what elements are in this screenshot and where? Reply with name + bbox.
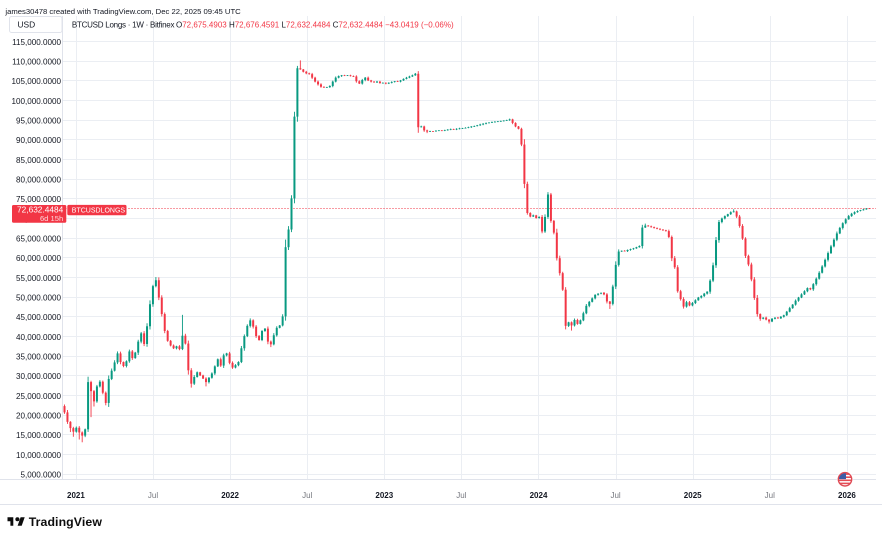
svg-text:40,000.0000: 40,000.0000 bbox=[16, 333, 62, 342]
svg-text:Jul: Jul bbox=[148, 491, 158, 500]
svg-text:72,632.4484: 72,632.4484 bbox=[17, 204, 64, 214]
svg-text:6d 15h: 6d 15h bbox=[40, 214, 63, 223]
svg-text:Jul: Jul bbox=[765, 491, 775, 500]
svg-text:10,000.0000: 10,000.0000 bbox=[16, 451, 62, 460]
svg-text:james30478 created with Tradin: james30478 created with TradingView.com,… bbox=[4, 7, 241, 16]
svg-text:30,000.0000: 30,000.0000 bbox=[16, 372, 62, 381]
svg-text:110,000.0000: 110,000.0000 bbox=[12, 58, 61, 67]
svg-text:5,000.0000: 5,000.0000 bbox=[20, 470, 61, 479]
svg-text:2025: 2025 bbox=[684, 491, 702, 500]
svg-text:100,000.0000: 100,000.0000 bbox=[11, 97, 61, 106]
svg-text:35,000.0000: 35,000.0000 bbox=[16, 352, 62, 361]
svg-text:TradingView: TradingView bbox=[29, 515, 103, 529]
svg-text:2026: 2026 bbox=[838, 491, 856, 500]
svg-text:Jul: Jul bbox=[302, 491, 312, 500]
svg-text:2022: 2022 bbox=[221, 491, 239, 500]
svg-text:60,000.0000: 60,000.0000 bbox=[16, 254, 62, 263]
svg-text:115,000.0000: 115,000.0000 bbox=[12, 38, 61, 47]
svg-text:85,000.0000: 85,000.0000 bbox=[16, 156, 62, 165]
svg-text:105,000.0000: 105,000.0000 bbox=[11, 77, 61, 86]
svg-text:90,000.0000: 90,000.0000 bbox=[16, 136, 62, 145]
svg-text:75,000.0000: 75,000.0000 bbox=[16, 195, 62, 204]
svg-text:25,000.0000: 25,000.0000 bbox=[16, 392, 62, 401]
svg-text:65,000.0000: 65,000.0000 bbox=[16, 234, 62, 243]
svg-text:45,000.0000: 45,000.0000 bbox=[16, 313, 62, 322]
svg-text:USD: USD bbox=[18, 20, 36, 30]
svg-text:20,000.0000: 20,000.0000 bbox=[16, 411, 62, 420]
svg-text:55,000.0000: 55,000.0000 bbox=[16, 274, 62, 283]
svg-text:BTCUSDLONGS: BTCUSDLONGS bbox=[72, 208, 126, 215]
svg-text:Jul: Jul bbox=[610, 491, 620, 500]
svg-text:2021: 2021 bbox=[67, 491, 85, 500]
svg-text:15,000.0000: 15,000.0000 bbox=[16, 431, 62, 440]
svg-text:95,000.0000: 95,000.0000 bbox=[16, 117, 62, 126]
svg-text:50,000.0000: 50,000.0000 bbox=[16, 293, 62, 302]
svg-text:O72,675.4903 H72,676.4591 L72,: O72,675.4903 H72,676.4591 L72,632.4484 C… bbox=[176, 20, 454, 29]
svg-text:2023: 2023 bbox=[375, 491, 393, 500]
svg-text:BTCUSD Longs · 1W · Bitfinex: BTCUSD Longs · 1W · Bitfinex bbox=[72, 20, 175, 29]
svg-text:Jul: Jul bbox=[456, 491, 466, 500]
svg-text:2024: 2024 bbox=[530, 491, 548, 500]
svg-text:80,000.0000: 80,000.0000 bbox=[16, 176, 62, 185]
